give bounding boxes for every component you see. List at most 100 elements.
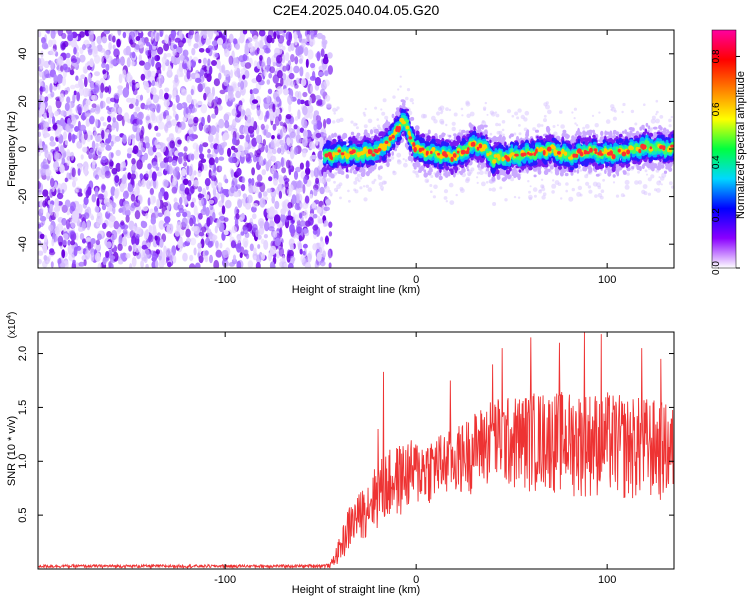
ridge-cell xyxy=(441,132,445,138)
noise-blob xyxy=(214,105,219,116)
ridge-cell xyxy=(400,99,405,103)
noise-blob xyxy=(249,89,253,95)
speckle xyxy=(381,111,386,116)
noise-blob xyxy=(276,86,283,95)
noise-blob xyxy=(206,73,212,82)
noise-blob xyxy=(50,261,54,268)
ridge-cell xyxy=(537,169,542,175)
noise-blob xyxy=(81,220,87,231)
speckle xyxy=(453,112,458,117)
speckle xyxy=(528,197,533,201)
noise-blob xyxy=(80,154,84,160)
noise-blob xyxy=(277,35,285,44)
ridge-cell xyxy=(479,124,484,129)
noise-blob xyxy=(271,148,277,155)
noise-blob xyxy=(135,233,140,239)
ridge-cell xyxy=(622,130,625,134)
noise-blob xyxy=(235,90,242,99)
noise-blob xyxy=(275,96,281,102)
noise-blob xyxy=(193,225,200,235)
speckle xyxy=(382,98,387,103)
speckle xyxy=(624,184,630,190)
noise-blob xyxy=(211,60,217,66)
noise-blob xyxy=(233,147,239,153)
noise-blob xyxy=(82,146,88,153)
noise-blob xyxy=(222,250,229,259)
noise-blob xyxy=(254,150,258,157)
noise-blob xyxy=(118,73,123,84)
speckle xyxy=(499,186,503,190)
noise-blob xyxy=(143,80,149,91)
speckle xyxy=(591,114,595,117)
speckle xyxy=(565,182,569,186)
noise-blob xyxy=(122,87,130,98)
noise-blob xyxy=(319,178,325,184)
noise-blob xyxy=(305,160,310,170)
noise-blob xyxy=(304,261,312,268)
noise-blob xyxy=(49,136,55,142)
noise-blob xyxy=(62,63,68,71)
noise-blob xyxy=(126,57,131,68)
noise-blob xyxy=(297,109,301,120)
ridge-cell xyxy=(323,171,327,175)
noise-blob xyxy=(135,36,141,41)
noise-blob xyxy=(112,117,116,123)
noise-blob xyxy=(266,56,272,67)
noise-blob xyxy=(306,252,312,263)
noise-blob xyxy=(114,187,120,197)
noise-blob xyxy=(268,176,273,182)
noise-blob xyxy=(72,94,76,104)
noise-blob xyxy=(116,114,123,122)
noise-blob xyxy=(304,195,310,204)
noise-blob xyxy=(94,205,100,213)
speckle xyxy=(338,182,343,187)
noise-blob xyxy=(100,116,105,122)
noise-blob xyxy=(72,212,79,223)
noise-blob xyxy=(189,217,194,227)
noise-blob xyxy=(59,145,65,154)
noise-blob xyxy=(317,215,321,224)
noise-blob xyxy=(207,92,214,103)
speckle xyxy=(560,124,565,129)
noise-blob xyxy=(101,204,107,211)
noise-blob xyxy=(106,199,113,207)
speckle xyxy=(541,187,546,192)
speckle xyxy=(571,111,574,114)
noise-blob xyxy=(202,142,209,148)
noise-blob xyxy=(139,94,144,101)
noise-blob xyxy=(85,189,90,199)
noise-blob xyxy=(192,56,199,62)
noise-blob xyxy=(245,202,251,210)
noise-blob xyxy=(44,84,49,94)
speckle xyxy=(506,109,512,114)
noise-blob xyxy=(145,115,150,121)
noise-blob xyxy=(116,58,121,64)
noise-blob xyxy=(90,215,95,221)
noise-blob xyxy=(148,234,154,243)
noise-blob xyxy=(121,175,127,184)
noise-blob xyxy=(188,165,193,177)
noise-blob xyxy=(320,88,326,96)
noise-blob xyxy=(251,177,255,186)
noise-blob xyxy=(167,120,172,126)
noise-blob xyxy=(92,159,96,166)
noise-blob xyxy=(119,162,124,172)
ridge-cell xyxy=(429,168,433,173)
noise-blob xyxy=(87,73,92,81)
noise-blob xyxy=(149,195,156,205)
ridge-cell xyxy=(337,170,343,175)
speckle xyxy=(528,190,531,194)
noise-blob xyxy=(171,160,177,167)
speckle xyxy=(626,172,630,176)
noise-blob xyxy=(151,56,155,67)
speckle xyxy=(573,117,576,120)
noise-blob xyxy=(42,200,47,208)
figure-title: C2E4.2025.040.04.05.G20 xyxy=(273,2,440,18)
noise-blob xyxy=(146,180,151,190)
noise-blob xyxy=(163,42,170,52)
speckle xyxy=(429,184,433,187)
noise-blob xyxy=(200,103,208,114)
speckle xyxy=(571,187,575,192)
speckle xyxy=(650,174,655,179)
noise-blob xyxy=(315,95,321,100)
